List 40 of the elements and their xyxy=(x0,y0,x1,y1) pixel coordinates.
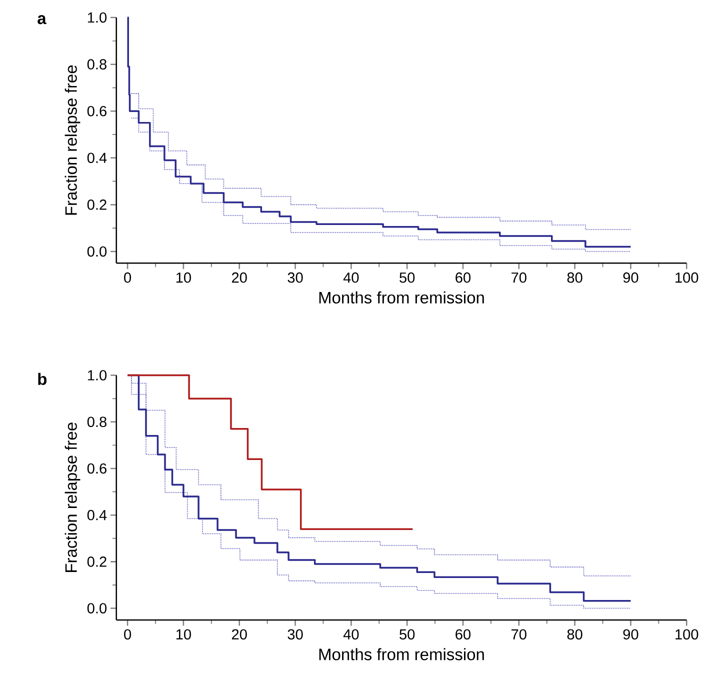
chart-title: a xyxy=(38,15,46,24)
y-tick-label: 0.2 xyxy=(87,556,106,567)
x-tick-label: 20 xyxy=(232,272,247,283)
x-tick-label: 70 xyxy=(512,629,526,640)
x-tick-label: 50 xyxy=(400,629,415,640)
x-tick-label: 70 xyxy=(512,272,526,283)
chart-title: b xyxy=(38,372,47,385)
x-tick-label: 60 xyxy=(456,629,471,640)
x-tick-label: 60 xyxy=(456,272,471,283)
y-tick-label: 0.0 xyxy=(87,246,107,257)
y-axis-title: Fraction relapse free xyxy=(64,422,80,572)
y-tick-label: 0.4 xyxy=(87,152,107,164)
y-tick-label: 1.0 xyxy=(88,370,107,380)
x-tick-label: 100 xyxy=(676,629,698,640)
x-tick-label: 80 xyxy=(567,629,582,640)
y-tick-label: 0.8 xyxy=(87,59,106,70)
y-tick-label: 0.6 xyxy=(87,106,106,116)
y-tick-label: 0.6 xyxy=(87,463,106,474)
x-tick-label: 100 xyxy=(676,272,698,283)
x-tick-label: 40 xyxy=(343,629,359,640)
x-tick-label: 0 xyxy=(124,629,132,640)
y-tick-label: 0.8 xyxy=(87,416,106,427)
x-tick-label: 20 xyxy=(232,629,247,640)
x-tick-label: 80 xyxy=(567,272,582,283)
y-axis-title: Fraction relapse free xyxy=(64,65,80,215)
x-tick-label: 40 xyxy=(343,272,359,283)
x-tick-label: 90 xyxy=(623,272,638,283)
x-tick-label: 10 xyxy=(176,629,191,640)
x-tick-label: 10 xyxy=(176,272,191,283)
x-tick-label: 90 xyxy=(623,629,638,640)
x-tick-label: 30 xyxy=(288,272,303,283)
y-tick-label: 0.4 xyxy=(87,510,107,520)
y-tick-label: 1.0 xyxy=(88,12,107,23)
x-tick-label: 0 xyxy=(124,272,132,283)
y-tick-label: 0.2 xyxy=(87,200,106,210)
x-tick-label: 30 xyxy=(288,629,303,640)
y-tick-label: 0.0 xyxy=(87,603,107,614)
x-tick-label: 50 xyxy=(400,272,415,283)
x-axis-title: Months from remission xyxy=(319,648,484,660)
x-axis-title: Months from remission xyxy=(319,291,484,304)
